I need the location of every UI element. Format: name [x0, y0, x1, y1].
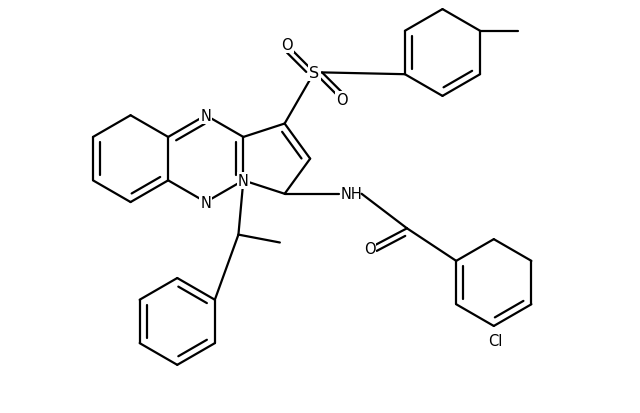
Text: N: N [200, 109, 211, 123]
Text: O: O [336, 93, 348, 108]
Text: NH: NH [341, 187, 363, 202]
Text: O: O [364, 241, 375, 256]
Text: Cl: Cl [488, 333, 503, 348]
Text: N: N [238, 173, 249, 188]
Text: N: N [200, 195, 211, 210]
Text: S: S [309, 66, 319, 81]
Text: O: O [281, 38, 292, 53]
